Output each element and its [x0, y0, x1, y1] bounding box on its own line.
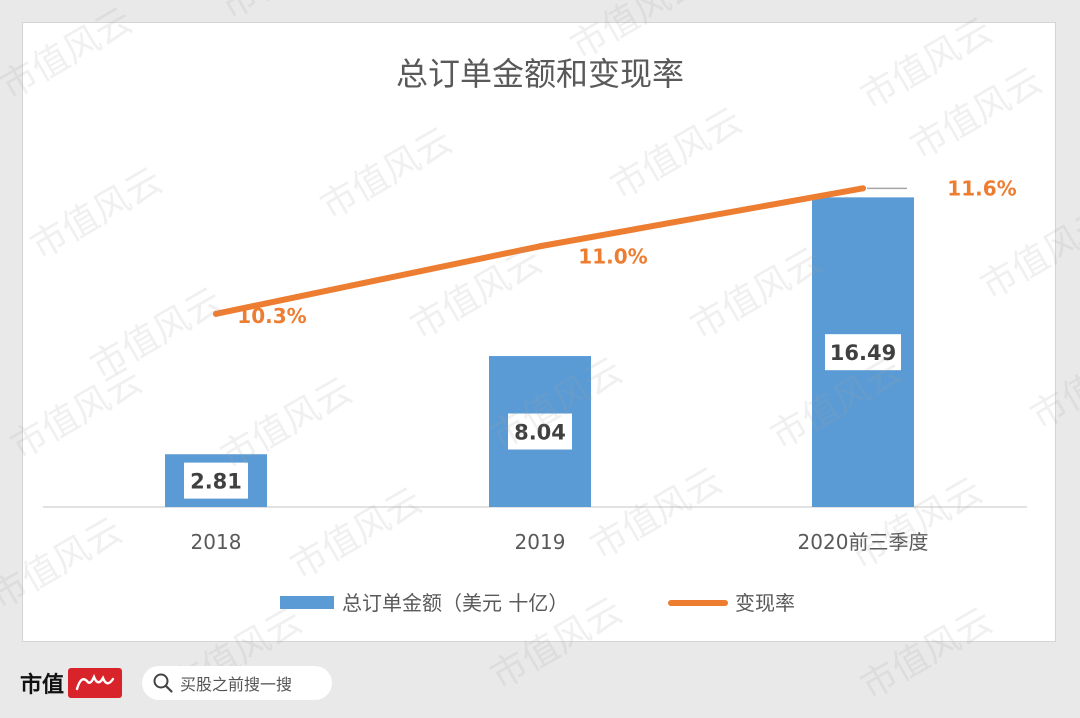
- brand-text: 市值: [20, 672, 65, 698]
- bar-label-2018: 2.81: [190, 470, 242, 494]
- legend-label-bar: 总订单金额（美元 十亿）: [342, 591, 568, 615]
- chart: 总订单金额和变现率 2.81 8.04 16.49 2018 2019 2020前三季度 10…: [43, 55, 1027, 615]
- line-label-2020前三季度: 11.6%: [947, 176, 1016, 200]
- bar-label-box-2020前三季度: [825, 334, 901, 371]
- search-placeholder: 买股之前搜一搜: [180, 675, 293, 694]
- brand-mark-icon: [68, 668, 123, 698]
- line-series-变现率: [213, 185, 866, 317]
- legend-label-line: 变现率: [735, 591, 795, 615]
- footer-bar: 市值 买股之前搜一搜: [0, 648, 1080, 718]
- bar-label-box-2019: [508, 413, 572, 450]
- legend-swatch-bar: [280, 596, 334, 609]
- chart-card: 总订单金额和变现率 2.81 8.04 16.49 2018 2019 2020前三季度 10…: [22, 22, 1056, 642]
- line-point-2020前三季度: [860, 185, 866, 192]
- x-tick-label-1: 2019: [515, 530, 566, 554]
- x-tick-label-0: 2018: [191, 530, 242, 554]
- x-tick-label-2: 2020前三季度: [798, 530, 929, 554]
- line-label-2018: 10.3%: [237, 304, 306, 328]
- line-point-2019: [537, 243, 543, 250]
- brand-logo[interactable]: 市值: [20, 666, 123, 700]
- line-point-2018: [213, 310, 219, 317]
- bar-label-2020前三季度: 16.49: [830, 341, 896, 365]
- bar-label-box-2018: [184, 462, 248, 499]
- search-icon: [153, 673, 173, 693]
- search-box[interactable]: 买股之前搜一搜: [142, 666, 332, 700]
- chart-title: 总订单金额和变现率: [396, 55, 684, 93]
- line-label-2019: 11.0%: [578, 244, 647, 268]
- bar-label-2019: 8.04: [514, 421, 566, 445]
